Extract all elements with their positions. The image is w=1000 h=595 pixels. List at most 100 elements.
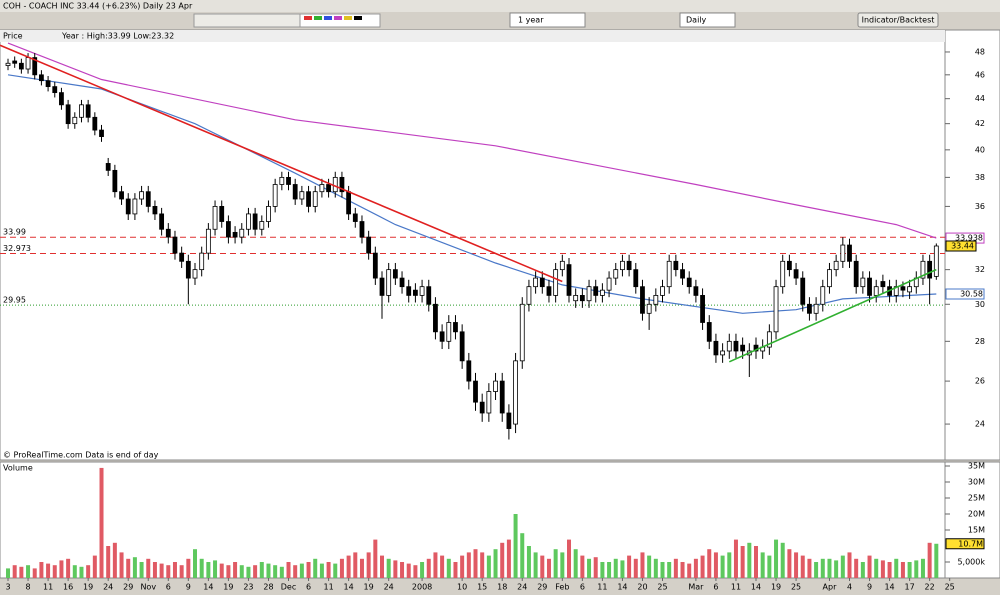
candle-body xyxy=(640,286,645,314)
candle-body xyxy=(399,277,405,288)
candle-body xyxy=(299,191,305,200)
swatch[interactable] xyxy=(324,16,332,20)
volume-bar xyxy=(466,552,471,578)
swatch[interactable] xyxy=(304,16,312,20)
toolbar-strip xyxy=(0,0,1000,12)
candle-body xyxy=(553,269,559,296)
swatch[interactable] xyxy=(334,16,342,20)
y-tick-label: 30 xyxy=(975,300,985,309)
x-tick-label: 6 xyxy=(306,583,311,592)
candle-body xyxy=(326,184,331,193)
x-tick-label: 14 xyxy=(344,583,354,592)
candle-body xyxy=(212,206,218,230)
candle-body xyxy=(873,286,879,296)
candle-body xyxy=(693,286,699,296)
candle-body xyxy=(453,322,458,333)
swatch[interactable] xyxy=(354,16,362,20)
candle-body xyxy=(426,286,432,305)
volume-bar xyxy=(112,542,117,578)
volume-bar xyxy=(253,565,258,578)
volume-bar xyxy=(99,467,104,578)
trend-line xyxy=(0,44,563,283)
x-tick-label: 25 xyxy=(945,583,955,592)
volume-bar xyxy=(213,560,218,578)
volume-bar xyxy=(460,555,465,578)
candle-body xyxy=(867,277,872,296)
candle-body xyxy=(499,380,505,414)
y-tick-label: 46 xyxy=(975,70,985,79)
volume-bar xyxy=(506,539,511,578)
candle-body xyxy=(519,303,525,362)
volume-bar xyxy=(794,552,799,578)
x-tick-label: 19 xyxy=(83,583,93,592)
volume-bar xyxy=(827,558,832,578)
level-label: 33.99 xyxy=(3,228,26,237)
candle-body xyxy=(39,74,44,82)
period-select[interactable] xyxy=(509,12,586,28)
indicator-button[interactable] xyxy=(857,12,939,28)
x-tick-label: 24 xyxy=(103,583,113,592)
candle-body xyxy=(45,80,51,88)
candle-body xyxy=(466,360,472,382)
volume-bar xyxy=(166,565,171,578)
candle-body xyxy=(292,184,298,200)
volume-bar xyxy=(346,555,351,578)
volume-bar xyxy=(573,549,578,578)
volume-bar xyxy=(627,555,632,578)
volume-bar xyxy=(653,558,658,578)
candle-body xyxy=(700,295,705,323)
candle-body xyxy=(613,269,619,279)
volume-bar xyxy=(613,558,618,578)
x-tick-label: 24 xyxy=(384,583,394,592)
volume-bar xyxy=(152,562,157,578)
candle-body xyxy=(907,286,913,293)
volume-bar xyxy=(894,558,899,578)
candle-body xyxy=(599,289,605,296)
x-tick-label: 14 xyxy=(617,583,627,592)
volume-bar xyxy=(840,555,845,578)
volume-bar xyxy=(6,568,11,578)
candle-body xyxy=(827,269,832,288)
candle-body xyxy=(593,286,599,296)
volume-bar xyxy=(386,558,391,578)
volume-bar xyxy=(780,542,785,578)
volume-bar xyxy=(326,562,331,578)
candle-body xyxy=(800,277,806,305)
color-palette[interactable] xyxy=(299,13,381,28)
volume-bar xyxy=(66,558,71,578)
candle-body xyxy=(332,176,338,193)
volume-bar xyxy=(880,560,885,578)
candle-body xyxy=(713,340,719,356)
candle-body xyxy=(526,286,532,305)
volume-bar xyxy=(233,562,238,578)
volume-bar xyxy=(39,562,44,578)
x-tick-label: Apr xyxy=(823,583,838,592)
candle-body xyxy=(286,176,291,185)
candle-body xyxy=(339,176,345,193)
tool-icons[interactable] xyxy=(193,13,381,28)
x-tick-label: 9 xyxy=(186,583,191,592)
drawing-tools[interactable] xyxy=(193,13,301,28)
volume-bar xyxy=(179,565,184,578)
indicator-button-text: Indicator/Backtest xyxy=(862,16,935,25)
interval-select[interactable] xyxy=(679,12,736,28)
x-tick-label: 6 xyxy=(713,583,718,592)
volume-bar xyxy=(193,549,198,578)
trend-line xyxy=(728,268,937,363)
last-value-box xyxy=(945,288,985,300)
candle-body xyxy=(559,260,565,271)
candle-body xyxy=(172,236,178,254)
candle-body xyxy=(579,295,585,302)
candle-body xyxy=(192,269,198,279)
volume-bar xyxy=(46,563,51,578)
volume-bar xyxy=(600,562,605,578)
volume-bar xyxy=(533,552,538,578)
candle-body xyxy=(927,260,933,279)
candle-body xyxy=(259,221,265,230)
x-tick-label: 14 xyxy=(884,583,894,592)
volume-bar xyxy=(920,558,925,578)
swatch[interactable] xyxy=(344,16,352,20)
volume-bar xyxy=(553,549,558,578)
candle-body xyxy=(573,295,579,302)
swatch[interactable] xyxy=(314,16,322,20)
